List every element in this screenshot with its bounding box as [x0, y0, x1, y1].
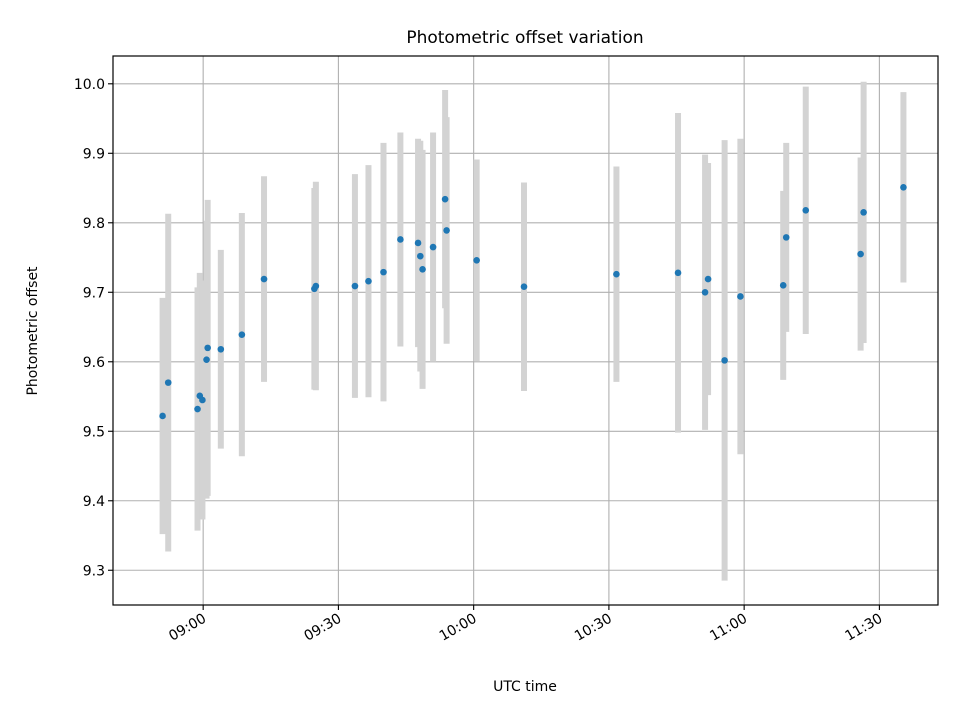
data-point — [164, 379, 172, 386]
data-point — [473, 257, 480, 264]
y-tick-label: 9.9 — [83, 146, 105, 162]
plot-frame — [112, 55, 939, 606]
y-axis-ticks: 9.3 9.4 9.5 9.6 9.7 9.8 9.9 10.0 — [74, 77, 113, 579]
y-tick-label: 10.0 — [74, 77, 105, 93]
data-point — [260, 275, 268, 283]
data-point — [238, 331, 246, 338]
data-point — [900, 184, 907, 191]
data-point — [397, 236, 404, 243]
data-point — [312, 282, 320, 290]
y-axis-label: Photometric offset — [25, 266, 41, 396]
data-point — [414, 239, 422, 247]
data-point — [217, 345, 225, 353]
data-point — [203, 356, 210, 363]
data-points — [159, 184, 907, 420]
data-point — [351, 282, 359, 290]
x-axis-label: UTC time — [493, 679, 557, 695]
data-point — [701, 288, 709, 296]
data-point — [857, 250, 864, 258]
data-point — [417, 252, 424, 260]
data-point — [199, 396, 206, 404]
data-point — [204, 344, 211, 352]
data-point — [443, 227, 450, 234]
y-tick-label: 9.3 — [83, 563, 105, 579]
y-tick-label: 9.6 — [83, 355, 105, 371]
data-point — [613, 270, 620, 278]
y-tick-label: 9.5 — [83, 424, 105, 440]
y-tick-label: 9.8 — [83, 216, 105, 232]
data-point — [419, 266, 426, 273]
y-tick-label: 9.7 — [83, 285, 105, 301]
data-point — [429, 243, 437, 251]
grid — [113, 56, 938, 605]
data-point — [802, 206, 810, 214]
data-point — [860, 209, 867, 216]
data-point — [520, 283, 528, 291]
data-point — [159, 412, 166, 420]
data-point — [674, 269, 682, 277]
data-point — [365, 277, 372, 285]
data-point — [721, 357, 728, 364]
data-point — [194, 405, 201, 413]
data-point — [782, 234, 790, 241]
data-point — [441, 195, 449, 203]
data-point — [779, 282, 787, 289]
chart-title: Photometric offset variation — [406, 28, 643, 48]
data-point — [704, 275, 712, 283]
data-point — [380, 268, 387, 276]
y-tick-label: 9.4 — [83, 494, 105, 510]
data-point — [737, 293, 744, 300]
